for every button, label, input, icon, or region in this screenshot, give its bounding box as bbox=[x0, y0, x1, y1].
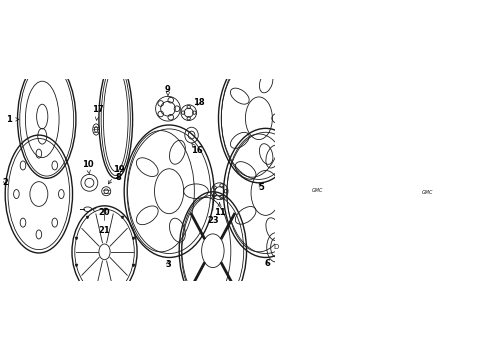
Text: 15: 15 bbox=[0, 359, 1, 360]
Text: 22: 22 bbox=[0, 359, 1, 360]
Text: D: D bbox=[273, 244, 278, 250]
Text: GMC: GMC bbox=[421, 190, 432, 195]
Text: 18: 18 bbox=[193, 98, 204, 107]
Text: 12: 12 bbox=[0, 359, 1, 360]
Text: 1: 1 bbox=[6, 115, 19, 124]
Text: 11: 11 bbox=[213, 202, 225, 217]
Text: 23: 23 bbox=[206, 195, 218, 225]
Text: 17: 17 bbox=[92, 105, 103, 120]
Text: 24: 24 bbox=[0, 359, 1, 360]
Text: 19: 19 bbox=[108, 165, 124, 184]
Text: 9: 9 bbox=[165, 85, 170, 96]
Text: 13: 13 bbox=[0, 359, 1, 360]
Text: 20: 20 bbox=[92, 208, 110, 217]
Text: 21: 21 bbox=[99, 210, 110, 235]
Text: 5: 5 bbox=[258, 183, 264, 192]
Text: 3: 3 bbox=[165, 260, 170, 269]
Text: 10: 10 bbox=[81, 160, 93, 174]
Text: 6: 6 bbox=[264, 258, 270, 267]
Text: 14: 14 bbox=[0, 359, 1, 360]
Text: 7: 7 bbox=[0, 359, 1, 360]
Text: 2: 2 bbox=[2, 178, 8, 187]
Text: 8: 8 bbox=[116, 173, 121, 182]
Text: GMC: GMC bbox=[311, 188, 323, 193]
Text: 4: 4 bbox=[0, 359, 1, 360]
Text: 16: 16 bbox=[191, 143, 203, 155]
